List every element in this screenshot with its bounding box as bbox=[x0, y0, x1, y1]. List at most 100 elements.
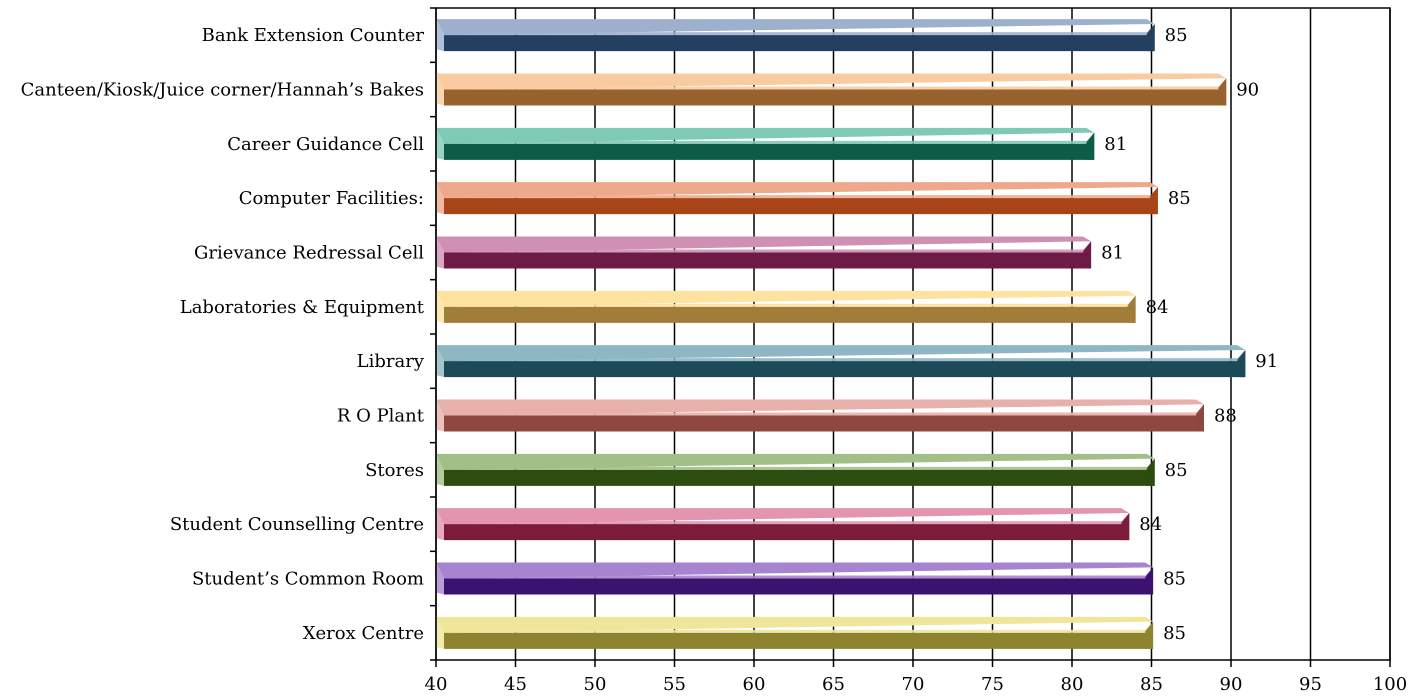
category-label: R O Plant bbox=[337, 406, 425, 427]
bar-top-face bbox=[436, 236, 1092, 253]
bar bbox=[436, 508, 1130, 541]
bar-end-cap bbox=[1121, 512, 1130, 541]
bar bbox=[436, 290, 1136, 323]
category-label: Grievance Redressal Cell bbox=[194, 243, 424, 264]
category-label: Stores bbox=[365, 460, 424, 481]
data-label: 81 bbox=[1104, 134, 1127, 155]
bar-top-face bbox=[436, 616, 1154, 633]
x-tick-label: 40 bbox=[425, 674, 448, 695]
bar-left-bevel bbox=[436, 399, 444, 432]
bar-left-bevel bbox=[436, 616, 444, 649]
bar-left-bevel bbox=[436, 562, 444, 595]
bar-highlight bbox=[444, 358, 1238, 362]
x-tick-label: 55 bbox=[663, 674, 686, 695]
category-label: Computer Facilities: bbox=[239, 188, 424, 209]
bar-left-bevel bbox=[436, 453, 444, 486]
bar-top-face bbox=[436, 508, 1130, 525]
data-label: 88 bbox=[1214, 406, 1237, 427]
x-tick-label: 65 bbox=[822, 674, 845, 695]
data-label: 84 bbox=[1139, 514, 1162, 535]
bar-front-face bbox=[444, 241, 1092, 269]
bar-end-cap bbox=[1237, 349, 1246, 378]
bar-end-cap bbox=[1146, 23, 1155, 52]
bar-top-face bbox=[436, 182, 1158, 199]
data-label: 90 bbox=[1236, 80, 1259, 101]
bar-front-face bbox=[444, 512, 1130, 541]
x-tick-label: 70 bbox=[902, 674, 925, 695]
x-tick-label: 60 bbox=[743, 674, 766, 695]
bar-left-bevel bbox=[436, 182, 444, 215]
bar-highlight bbox=[444, 466, 1147, 470]
category-label: Student’s Common Room bbox=[192, 569, 424, 590]
bar-end-cap bbox=[1127, 295, 1136, 323]
bar-left-bevel bbox=[436, 508, 444, 541]
bar-highlight bbox=[444, 249, 1084, 253]
bar-highlight bbox=[444, 575, 1146, 579]
bar-top-face bbox=[436, 73, 1227, 90]
category-label: Bank Extension Counter bbox=[202, 25, 425, 46]
bar bbox=[436, 19, 1155, 52]
x-tick-label: 90 bbox=[1220, 674, 1243, 695]
bar-top-face bbox=[436, 562, 1154, 579]
bar-top-face bbox=[436, 127, 1095, 144]
bar-left-bevel bbox=[436, 290, 444, 323]
bar-front-face bbox=[444, 349, 1246, 378]
x-tick-label: 80 bbox=[1061, 674, 1084, 695]
bar-front-face bbox=[444, 295, 1136, 323]
plot-area-frame bbox=[435, 7, 1391, 661]
bar-top-face bbox=[436, 399, 1204, 416]
bar bbox=[436, 399, 1204, 432]
bar-front-face bbox=[444, 78, 1227, 106]
data-label: 85 bbox=[1165, 460, 1188, 481]
bar bbox=[436, 453, 1155, 486]
bar-left-bevel bbox=[436, 236, 444, 269]
bar-front-face bbox=[444, 621, 1154, 649]
bar-highlight bbox=[444, 303, 1128, 307]
bar-end-cap bbox=[1086, 132, 1095, 160]
data-label: 81 bbox=[1101, 243, 1124, 264]
bar-top-face bbox=[436, 345, 1246, 362]
bar-end-cap bbox=[1083, 241, 1092, 269]
bar bbox=[436, 345, 1246, 378]
bar bbox=[436, 236, 1092, 269]
category-label: Canteen/Kiosk/Juice corner/Hannah’s Bake… bbox=[21, 80, 424, 101]
bar-left-bevel bbox=[436, 127, 444, 160]
bar-front-face bbox=[444, 404, 1204, 432]
bar-front-face bbox=[444, 23, 1155, 52]
bar-end-cap bbox=[1146, 458, 1155, 486]
bar-highlight bbox=[444, 86, 1219, 90]
bar-highlight bbox=[444, 629, 1146, 633]
bar-left-bevel bbox=[436, 19, 444, 52]
bars-layer bbox=[436, 19, 1246, 649]
bar-end-cap bbox=[1145, 621, 1154, 649]
bar-front-face bbox=[444, 458, 1155, 486]
bar-end-cap bbox=[1195, 404, 1204, 432]
data-label: 84 bbox=[1146, 297, 1169, 318]
x-tick-label: 50 bbox=[584, 674, 607, 695]
bar-end-cap bbox=[1218, 78, 1227, 106]
data-label: 91 bbox=[1255, 351, 1278, 372]
bar-top-face bbox=[436, 19, 1155, 36]
bar-front-face bbox=[444, 186, 1158, 215]
category-label: Laboratories & Equipment bbox=[180, 297, 425, 318]
bar-highlight bbox=[444, 195, 1150, 199]
data-label: 85 bbox=[1163, 623, 1186, 644]
bar-highlight bbox=[444, 521, 1122, 525]
bar bbox=[436, 127, 1095, 160]
bar-end-cap bbox=[1149, 186, 1158, 215]
bar-left-bevel bbox=[436, 345, 444, 378]
data-label: 85 bbox=[1168, 188, 1191, 209]
data-label: 85 bbox=[1163, 569, 1186, 590]
bar-front-face bbox=[444, 132, 1095, 160]
bar-front-face bbox=[444, 567, 1154, 595]
x-tick-label: 100 bbox=[1373, 674, 1407, 695]
category-label: Xerox Centre bbox=[303, 623, 424, 644]
bar-highlight bbox=[444, 140, 1087, 144]
labels-layer: 40 45 50 55 60 65 70 75 80 85 90 95 100 Bank Extensio… bbox=[21, 25, 1408, 695]
x-tick-label: 95 bbox=[1299, 674, 1322, 695]
x-tick-label: 85 bbox=[1140, 674, 1163, 695]
x-tick-label: 45 bbox=[504, 674, 527, 695]
category-label: Library bbox=[357, 351, 425, 372]
bar bbox=[436, 182, 1158, 215]
